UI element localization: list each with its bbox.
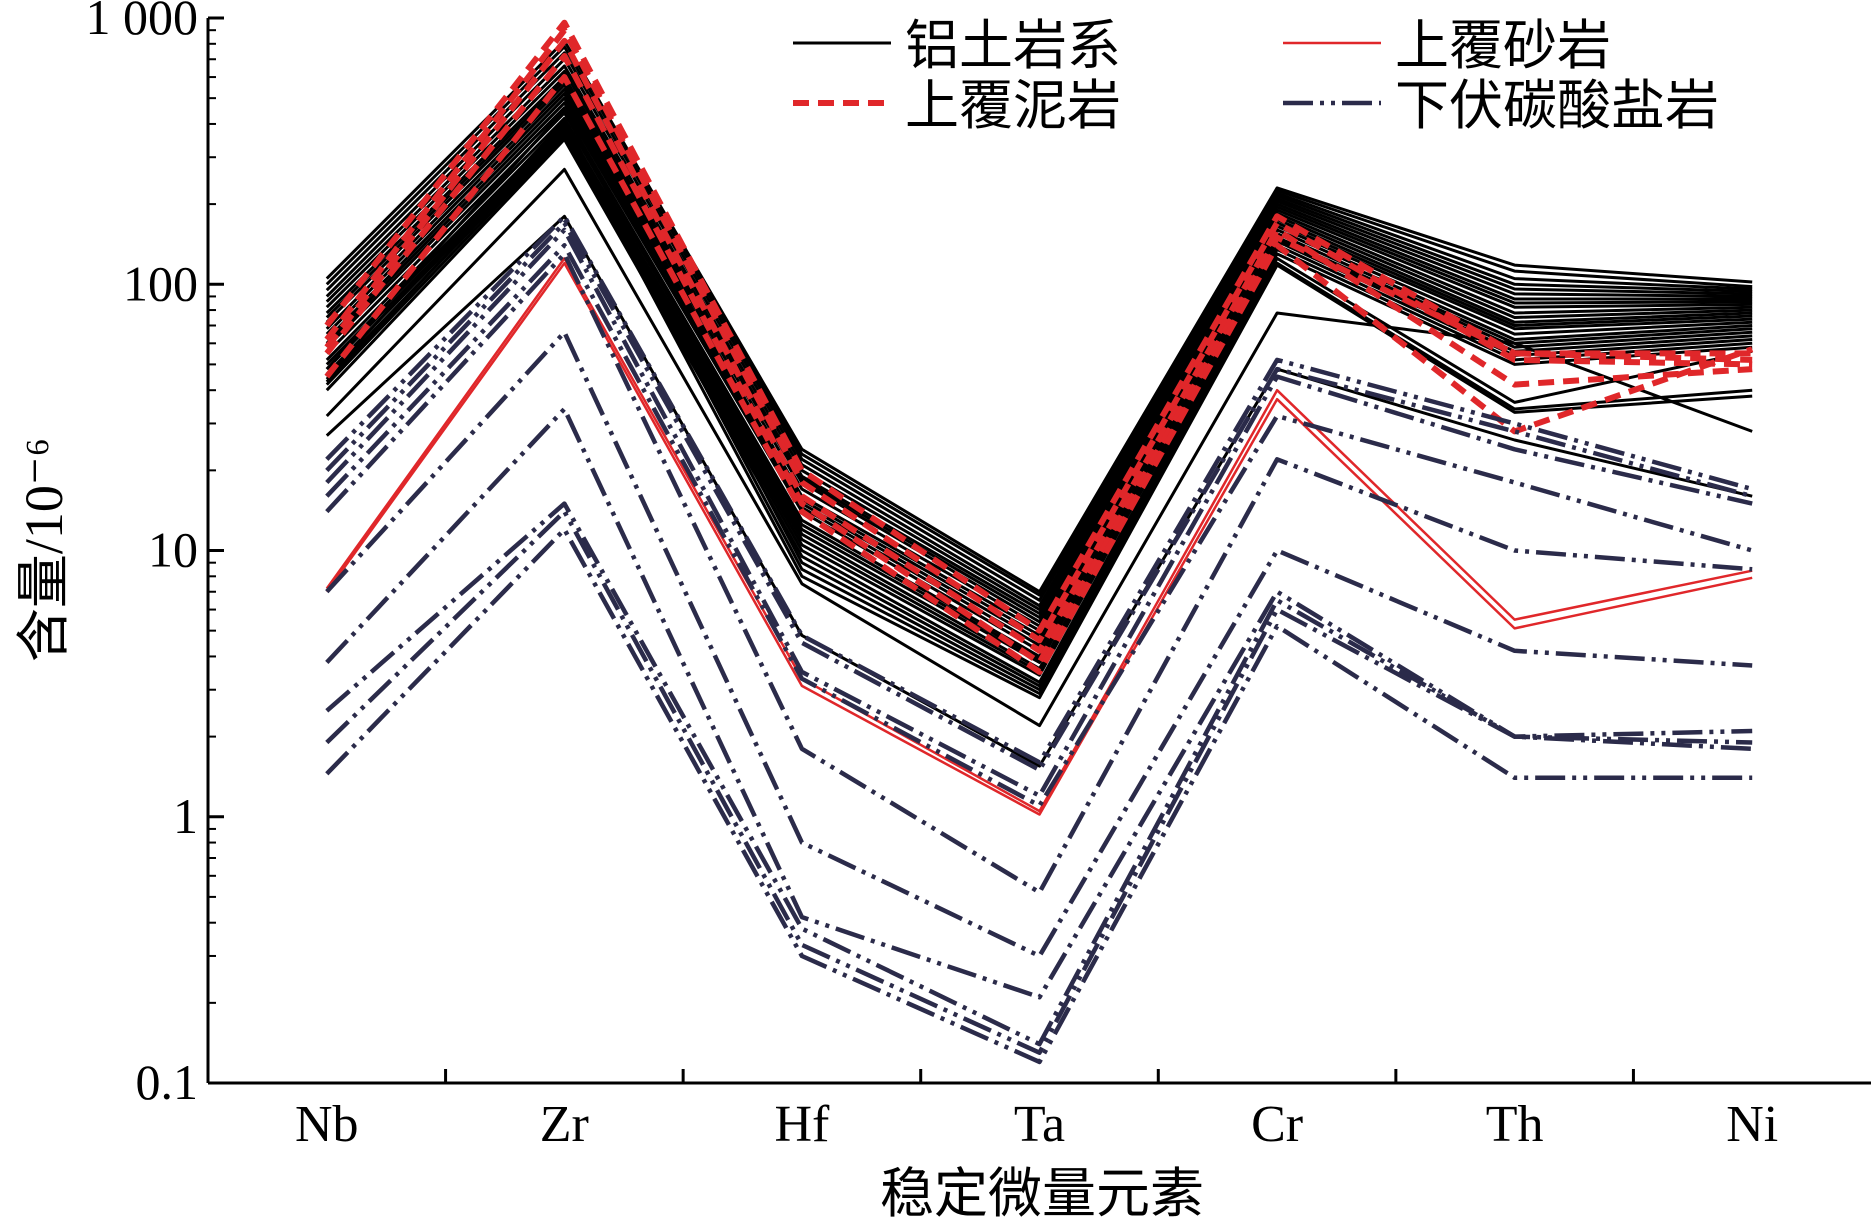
series-line-3-4 bbox=[325, 251, 1753, 895]
series-line-3-7 bbox=[325, 501, 1753, 1047]
series-line-2-1 bbox=[325, 261, 1753, 816]
series-line-3-9 bbox=[325, 527, 1753, 1065]
y-tick-label: 0.1 bbox=[136, 1054, 199, 1110]
y-tick-label: 10 bbox=[148, 522, 198, 578]
series-line-0-23 bbox=[325, 119, 1753, 696]
series-line-0-13 bbox=[325, 106, 1753, 653]
x-tick-label: Hf bbox=[774, 1096, 830, 1153]
series-line-3-8 bbox=[325, 509, 1753, 1055]
series-line-3-0 bbox=[325, 214, 1753, 765]
y-axis-label: 含量/10⁻⁶ bbox=[14, 438, 74, 662]
series-line-0-24 bbox=[325, 128, 1753, 700]
series-line-0-22 bbox=[325, 108, 1753, 692]
legend-label: 铝土岩系 bbox=[905, 16, 1121, 76]
series-line-1-4 bbox=[324, 74, 1754, 675]
series-line-3-3 bbox=[325, 243, 1753, 808]
x-tick-label: Ta bbox=[1014, 1096, 1065, 1153]
x-tick-label: Cr bbox=[1251, 1096, 1303, 1153]
x-tick-label: Nb bbox=[295, 1096, 359, 1153]
series-line-0-26 bbox=[325, 214, 1753, 768]
x-tick-label: Ni bbox=[1726, 1096, 1778, 1153]
y-tick-label: 1 000 bbox=[86, 0, 199, 45]
series-line-0-11 bbox=[325, 96, 1753, 642]
x-tick-label: Zr bbox=[540, 1096, 589, 1153]
x-tick-label: Th bbox=[1486, 1096, 1544, 1153]
series-line-0-5 bbox=[325, 69, 1753, 615]
x-axis-label: 稳定微量元素 bbox=[880, 1164, 1204, 1224]
series-line-0-15 bbox=[325, 116, 1753, 661]
series-line-0-16 bbox=[325, 122, 1753, 664]
series-line-3-5 bbox=[325, 330, 1753, 959]
y-tick-label: 1 bbox=[173, 788, 198, 844]
series-line-1-2 bbox=[324, 37, 1753, 654]
legend-label: 下伏碳酸盐岩 bbox=[1395, 76, 1719, 136]
series-line-1-1 bbox=[324, 27, 1753, 644]
series-line-0-21 bbox=[325, 137, 1753, 688]
series-line-0-25 bbox=[325, 167, 1753, 728]
plot-lines bbox=[324, 19, 1754, 1065]
series-line-0-4 bbox=[325, 64, 1753, 612]
series-line-3-2 bbox=[325, 227, 1753, 798]
series-line-3-1 bbox=[325, 220, 1753, 773]
y-tick-label: 100 bbox=[123, 255, 198, 311]
legend-label: 上覆泥岩 bbox=[905, 76, 1121, 136]
series-line-0-1 bbox=[325, 45, 1753, 597]
series-line-0-12 bbox=[325, 101, 1753, 647]
ticks: 0.1 1 10 100 1 000 Nb Zr Hf Ta Cr Th Ni bbox=[86, 0, 1779, 1153]
series-line-3-6 bbox=[325, 406, 1753, 1000]
series-line-1-0 bbox=[324, 19, 1753, 634]
series-line-1-3 bbox=[324, 53, 1753, 666]
legend-label: 上覆砂岩 bbox=[1395, 16, 1611, 76]
series-line-0-2 bbox=[325, 51, 1753, 602]
